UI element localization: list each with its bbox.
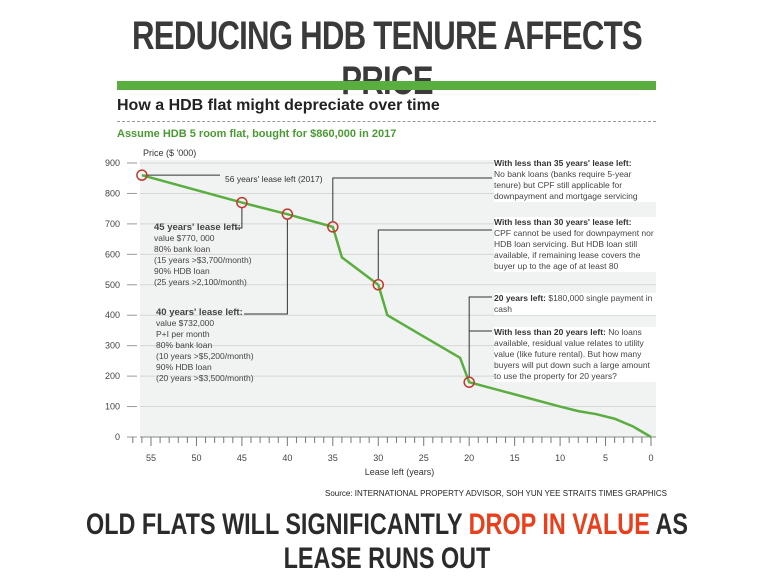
annotation-20-title: 20 years left: (494, 293, 546, 303)
data-point-marker (136, 169, 148, 181)
x-tick-label: 45 (237, 453, 247, 463)
annotation-30-text: CPF cannot be used for downpayment nor H… (494, 228, 654, 271)
annotation-45-title: 45 years' lease left: (154, 222, 241, 233)
annotation-45: 45 years' lease left: value $770, 000 80… (154, 222, 252, 288)
y-tick-label: 700 (105, 219, 120, 229)
x-tick-label: 25 (419, 453, 429, 463)
y-tick-label: 100 (105, 402, 120, 412)
divider (117, 121, 656, 122)
y-tick-label: 300 (105, 341, 120, 351)
x-tick-label: 0 (648, 453, 653, 463)
y-tick-label: 900 (105, 158, 120, 168)
chart-title: How a HDB flat might depreciate over tim… (117, 97, 440, 114)
annotation-35-title: With less than 35 years' lease left: (494, 158, 632, 168)
annotation-45-line: (15 years >$3,700/month) (154, 255, 252, 265)
x-tick-label: 15 (510, 453, 520, 463)
annotation-45-line: 90% HDB loan (154, 266, 210, 276)
x-tick-label: 30 (373, 453, 383, 463)
x-tick-label: 40 (282, 453, 292, 463)
annotation-40: 40 years' lease left: value $732,000 P+I… (156, 307, 254, 384)
annotation-40-line: P+I per month (156, 329, 210, 339)
x-tick-label: 10 (555, 453, 565, 463)
annotation-45-line: 80% bank loan (154, 244, 211, 254)
bottom-caption: OLD FLATS WILL SIGNIFICANTLY DROP IN VAL… (85, 508, 689, 576)
data-point-marker (372, 279, 385, 291)
y-tick-label: 800 (105, 188, 120, 198)
leader-20 (468, 296, 492, 378)
annotation-35-text: No bank loans (banks require 5-year tenu… (494, 169, 638, 201)
source-note: Source: INTERNATIONAL PROPERTY ADVISOR, … (325, 489, 668, 498)
leader-30 (377, 229, 492, 280)
annotation-under-20-text: No loans available, residual value relat… (494, 327, 650, 381)
y-tick-label: 200 (105, 371, 120, 381)
x-tick-label: 50 (191, 453, 201, 463)
annotation-under-20: With less than 20 years left: No loans a… (494, 327, 659, 382)
annotation-20-text: $180,000 single payment in cash (494, 293, 653, 314)
y-tick-label: 500 (105, 280, 120, 290)
data-point-marker (281, 208, 294, 220)
annotation-40-line: 80% bank loan (156, 340, 213, 350)
x-tick-label: 5 (603, 453, 608, 463)
caption-highlight: DROP IN VALUE (468, 508, 650, 541)
caption-pre: OLD FLATS WILL SIGNIFICANTLY (86, 508, 469, 541)
series-line (141, 173, 652, 439)
y-tick-label: 0 (115, 432, 120, 442)
x-tick-label: 35 (328, 453, 338, 463)
annotation-45-line: (25 years >2,100/month) (154, 277, 247, 287)
data-point-marker (236, 196, 248, 209)
annotation-30: With less than 30 years' lease left: CPF… (494, 217, 659, 272)
x-tick-label: 20 (464, 453, 474, 463)
y-tick-label: 400 (105, 310, 120, 320)
x-axis-label: Lease left (years) (364, 467, 435, 477)
title-bar-accent (117, 81, 656, 90)
x-tick-label: 55 (146, 453, 156, 463)
y-tick-label: 600 (105, 249, 120, 259)
annotation-40-line: 90% HDB loan (156, 362, 212, 372)
annotation-40-line: (10 years >$5,200/month) (156, 351, 254, 361)
annotation-30-title: With less than 30 years' lease left: (494, 217, 632, 227)
annotation-40-title: 40 years' lease left: (156, 307, 243, 318)
data-point-marker (463, 376, 475, 388)
annotation-56: 56 years' lease left (2017) (222, 174, 326, 184)
annotation-45-line: value $770, 000 (154, 233, 215, 243)
annotation-40-line: (20 years >$3,500/month) (156, 373, 254, 383)
annotation-40-line: value $732,000 (156, 318, 215, 328)
leader-45 (236, 207, 243, 229)
y-axis-label: Price ($ '000) (143, 148, 197, 158)
annotation-20: 20 years left: $180,000 single payment i… (494, 293, 659, 315)
chart-subtitle: Assume HDB 5 room flat, bought for $860,… (117, 128, 397, 140)
leader-35 (332, 177, 492, 222)
annotation-under-20-title: With less than 20 years left: (494, 327, 606, 337)
leader-40 (244, 219, 288, 315)
annotation-35: With less than 35 years' lease left: No … (494, 158, 659, 202)
data-point-marker (327, 221, 339, 233)
